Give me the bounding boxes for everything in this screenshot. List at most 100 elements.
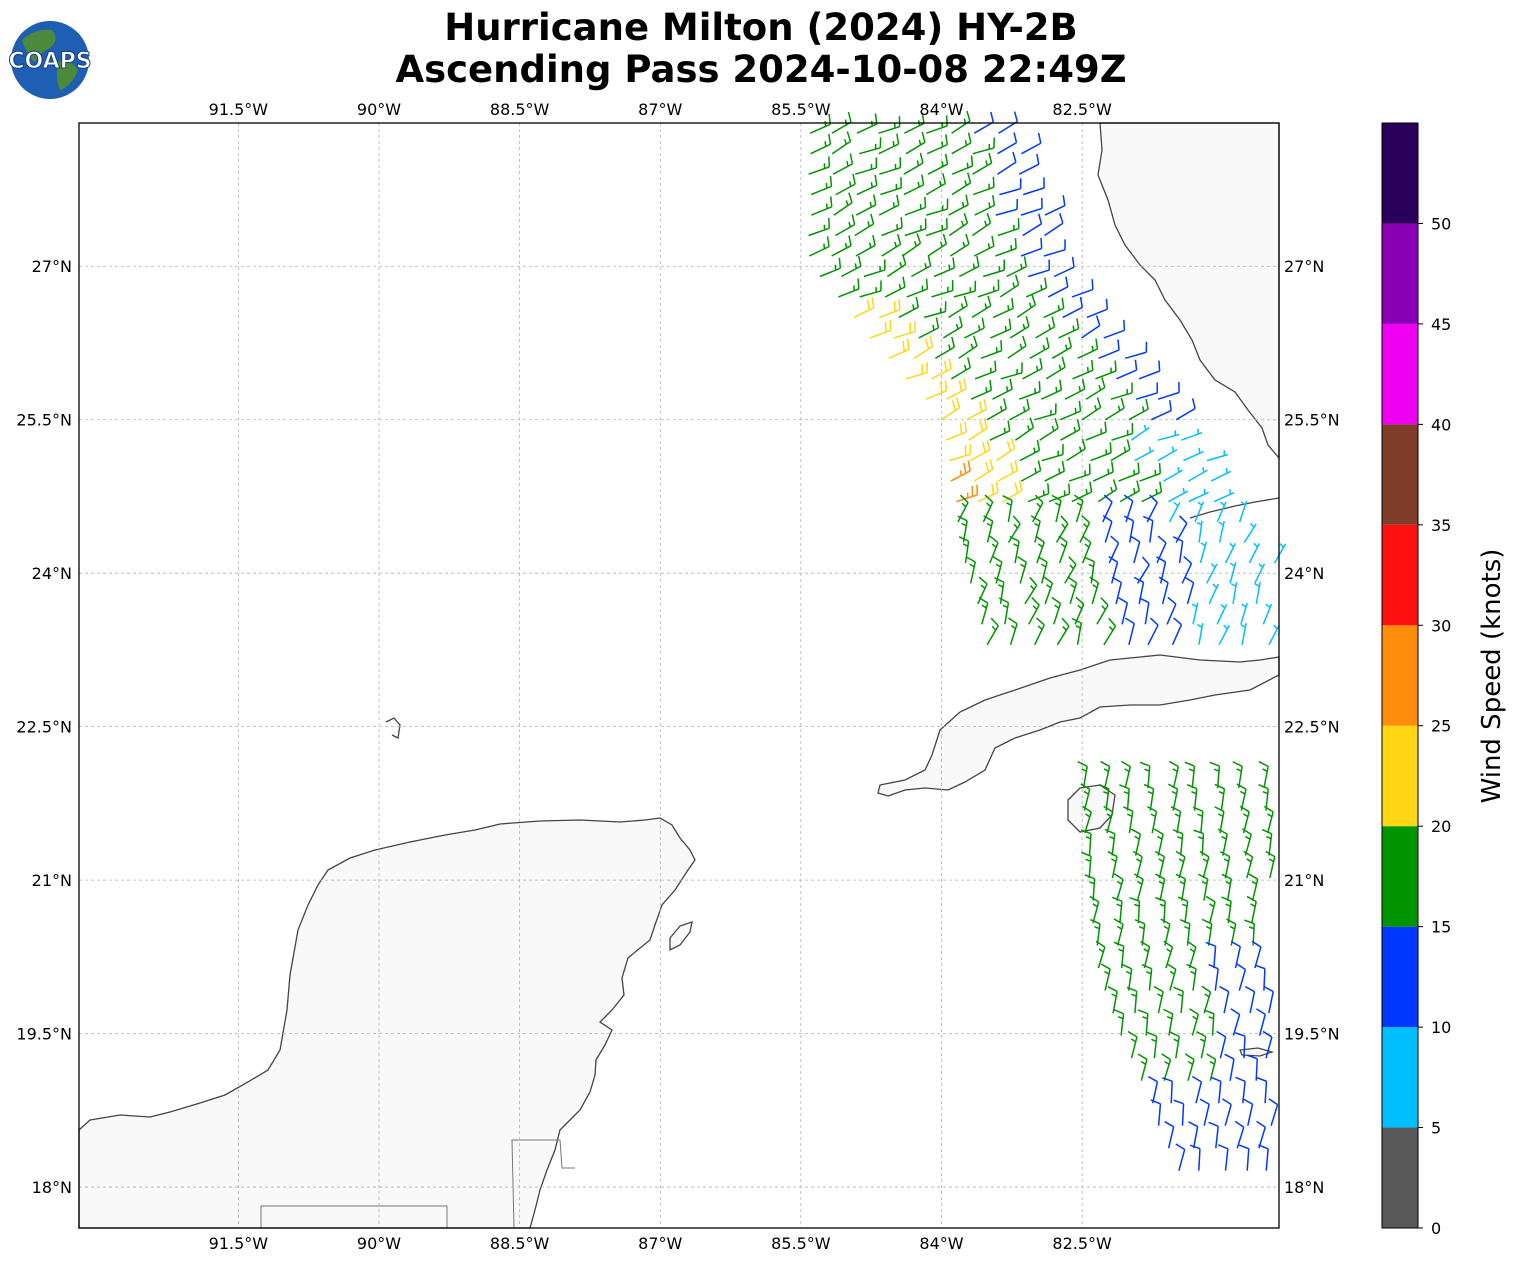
barb-half-feather xyxy=(1022,406,1026,412)
wind-barb xyxy=(1071,481,1093,503)
barb-shaft xyxy=(1156,542,1167,564)
wind-barb xyxy=(1085,377,1106,400)
barb-half-feather xyxy=(1225,903,1231,907)
barb-shaft xyxy=(1097,488,1118,503)
barb-shaft xyxy=(1104,969,1111,991)
barb-half-feather xyxy=(1273,624,1278,630)
wind-barb xyxy=(1175,873,1187,901)
barb-feather xyxy=(1137,462,1140,474)
barb-feather xyxy=(1039,358,1043,369)
barb-shaft xyxy=(904,122,925,134)
barb-half-feather xyxy=(1034,522,1040,527)
globe-land-shape xyxy=(22,29,56,62)
barb-feather xyxy=(1064,239,1066,250)
barb-half-feather xyxy=(1140,1060,1147,1065)
barb-shaft xyxy=(840,265,862,278)
barb-shaft xyxy=(1022,187,1045,196)
barb-half-feather xyxy=(1069,564,1075,570)
wind-barb xyxy=(1002,495,1013,523)
barb-feather xyxy=(1107,850,1118,858)
wind-barb xyxy=(1089,895,1100,924)
barb-half-feather xyxy=(1083,790,1089,795)
barb-shaft xyxy=(1180,991,1184,1014)
barb-half-feather xyxy=(1070,584,1076,589)
barb-shaft xyxy=(1006,265,1027,278)
barb-half-feather xyxy=(1019,343,1023,349)
wind-barb xyxy=(1040,379,1063,400)
barb-feather xyxy=(828,156,831,167)
wind-barb xyxy=(978,596,989,625)
barb-feather xyxy=(924,197,927,208)
barb-feather xyxy=(898,116,901,127)
barb-half-feather xyxy=(1098,948,1104,953)
wind-barb xyxy=(881,233,902,257)
barb-feather xyxy=(926,362,928,373)
wind-barb xyxy=(971,295,992,319)
barb-half-feather xyxy=(1209,1060,1215,1065)
barb-shaft xyxy=(1224,1104,1232,1126)
barb-half-feather xyxy=(1240,790,1246,795)
wind-barb xyxy=(1110,439,1131,462)
barb-feather xyxy=(1003,259,1005,271)
colorbar-bin xyxy=(1382,223,1418,324)
barb-shaft xyxy=(1055,500,1062,523)
barb-feather xyxy=(1246,895,1257,903)
barb-feather xyxy=(1235,1076,1246,1083)
barb-feather xyxy=(945,134,948,145)
barb-feather xyxy=(1209,761,1220,767)
wind-barb xyxy=(1265,850,1276,879)
barb-feather xyxy=(1088,463,1091,475)
alacranes-reef xyxy=(385,717,401,739)
barb-shaft xyxy=(1082,542,1092,564)
wind-barb xyxy=(1172,536,1184,564)
lat-tick-label-right: 24°N xyxy=(1284,564,1324,583)
barb-shaft xyxy=(1237,766,1243,789)
wind-barb xyxy=(1217,828,1228,856)
barb-shaft xyxy=(1232,1014,1241,1036)
globe-land-shape xyxy=(56,61,78,90)
wind-barb xyxy=(1020,460,1042,482)
barb-feather xyxy=(846,131,852,142)
barb-feather xyxy=(1047,483,1050,494)
barb-shaft xyxy=(1020,247,1042,257)
barb-feather xyxy=(998,597,1009,604)
barb-shaft xyxy=(1163,901,1166,924)
wind-barb xyxy=(971,212,992,237)
barb-half-feather xyxy=(1134,903,1140,907)
barb-shaft xyxy=(1220,788,1226,811)
barb-feather xyxy=(978,401,983,412)
barb-shaft xyxy=(1266,811,1274,834)
barb-half-feather xyxy=(1010,625,1017,630)
barb-feather xyxy=(944,301,947,312)
barb-shaft xyxy=(854,223,874,237)
barb-half-feather xyxy=(1032,605,1038,610)
barb-half-feather xyxy=(1141,406,1145,412)
barb-feather xyxy=(1102,515,1113,523)
wind-barb xyxy=(1055,515,1069,543)
wind-barb xyxy=(1201,985,1212,1014)
barb-half-feather xyxy=(854,263,858,269)
barb-shaft xyxy=(1186,582,1195,605)
barb-feather xyxy=(963,462,967,474)
barb-half-feather xyxy=(1158,880,1164,885)
barb-half-feather xyxy=(1158,858,1164,863)
wind-barb xyxy=(995,198,1019,216)
barb-shaft xyxy=(1111,833,1116,856)
barb-feather xyxy=(974,280,977,292)
barb-half-feather xyxy=(1060,543,1066,548)
wind-barb xyxy=(1007,335,1027,359)
barb-feather xyxy=(1114,360,1117,372)
barb-feather xyxy=(1184,761,1195,767)
wind-barb xyxy=(1020,237,1043,257)
barb-feather xyxy=(1065,276,1069,287)
barb-shaft xyxy=(1178,1149,1186,1171)
barb-half-feather xyxy=(1210,563,1216,569)
wind-barb xyxy=(1262,603,1273,625)
barb-shaft xyxy=(1043,249,1066,257)
barb-shaft xyxy=(1127,968,1133,991)
barb-shaft xyxy=(856,123,878,134)
barb-feather xyxy=(1123,494,1134,502)
barb-feather xyxy=(1167,596,1177,605)
wind-barb xyxy=(1130,535,1141,564)
barb-shaft xyxy=(1085,431,1107,441)
